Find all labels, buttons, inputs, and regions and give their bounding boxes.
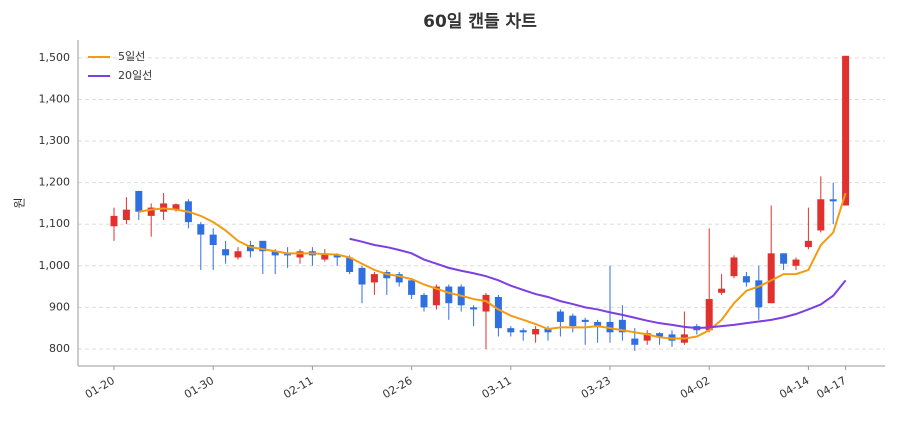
- candle-body: [718, 288, 726, 293]
- candle-body: [234, 251, 242, 258]
- candle-body: [618, 319, 626, 333]
- candle-body: [494, 296, 502, 329]
- x-tick-label: 04-02: [678, 374, 712, 401]
- candle-body: [829, 199, 837, 202]
- y-tick-label: 1,300: [39, 134, 71, 147]
- candle-body: [631, 338, 639, 345]
- ma-line: [138, 192, 847, 340]
- candle-body: [556, 311, 564, 322]
- candle-body: [507, 328, 515, 333]
- x-tick-label: 04-17: [814, 374, 848, 401]
- candle-body: [346, 257, 354, 273]
- candle-body: [606, 321, 614, 333]
- candle-body: [656, 333, 664, 337]
- y-tick-label: 1,000: [39, 259, 71, 272]
- candle-body: [333, 255, 341, 258]
- candle-body: [432, 286, 440, 306]
- candle-body: [147, 207, 155, 216]
- candle-body: [135, 190, 143, 212]
- y-axis-label: 원: [13, 197, 27, 208]
- candle-body: [408, 280, 416, 295]
- candle-body: [668, 334, 676, 341]
- chart-title: 60일 캔들 차트: [423, 12, 537, 32]
- ma-line: [349, 237, 847, 330]
- candle-body: [705, 299, 713, 331]
- candle-body: [110, 215, 118, 227]
- candle-body: [284, 253, 292, 256]
- x-tick-label: 03-11: [480, 374, 514, 401]
- candle-body: [383, 272, 391, 279]
- candle-body: [246, 244, 254, 252]
- candle-body: [172, 204, 180, 210]
- x-tick-label: 01-30: [182, 374, 216, 401]
- candle-body: [581, 319, 589, 322]
- candle-body: [259, 240, 267, 252]
- x-tick-label: 01-20: [83, 374, 117, 401]
- x-tick-label: 02-26: [380, 374, 414, 401]
- candle-body: [445, 286, 453, 304]
- candle-body: [643, 333, 651, 341]
- y-tick-label: 1,400: [39, 92, 71, 105]
- candle-body: [780, 253, 788, 264]
- candle-body: [420, 294, 428, 308]
- y-tick-label: 1,100: [39, 217, 71, 230]
- candle-body: [755, 280, 763, 308]
- candle-body: [209, 234, 217, 245]
- y-tick-label: 900: [49, 300, 70, 313]
- y-tick-label: 1,200: [39, 176, 71, 189]
- candle-body: [358, 267, 366, 285]
- candle-body: [569, 315, 577, 327]
- legend-label: 5일선: [118, 49, 145, 63]
- candle-body: [271, 251, 279, 256]
- y-tick-label: 800: [49, 342, 70, 355]
- candle-body: [817, 199, 825, 231]
- candle-body: [296, 251, 304, 258]
- candle-body: [594, 321, 602, 327]
- y-tick-label: 1,500: [39, 51, 71, 64]
- candle-body: [842, 55, 850, 206]
- candle-body: [804, 240, 812, 248]
- candle-body: [482, 294, 490, 312]
- x-tick-label: 04-14: [777, 374, 811, 401]
- candle-body: [370, 274, 378, 283]
- candle-body: [767, 253, 775, 304]
- candle-body: [730, 257, 738, 277]
- x-tick-label: 02-11: [281, 374, 315, 401]
- candle-body: [519, 330, 527, 333]
- candle-body: [197, 224, 205, 235]
- x-tick-label: 03-23: [579, 374, 613, 401]
- candle-body: [470, 307, 478, 310]
- candle-body: [792, 259, 800, 266]
- candle-body: [544, 328, 552, 333]
- candle-body: [321, 253, 329, 260]
- candle-body: [532, 328, 540, 335]
- candle-body: [122, 209, 130, 221]
- candle-body: [742, 276, 750, 283]
- legend-label: 20일선: [118, 68, 152, 82]
- candle-body: [395, 274, 403, 283]
- candle-body: [222, 249, 230, 256]
